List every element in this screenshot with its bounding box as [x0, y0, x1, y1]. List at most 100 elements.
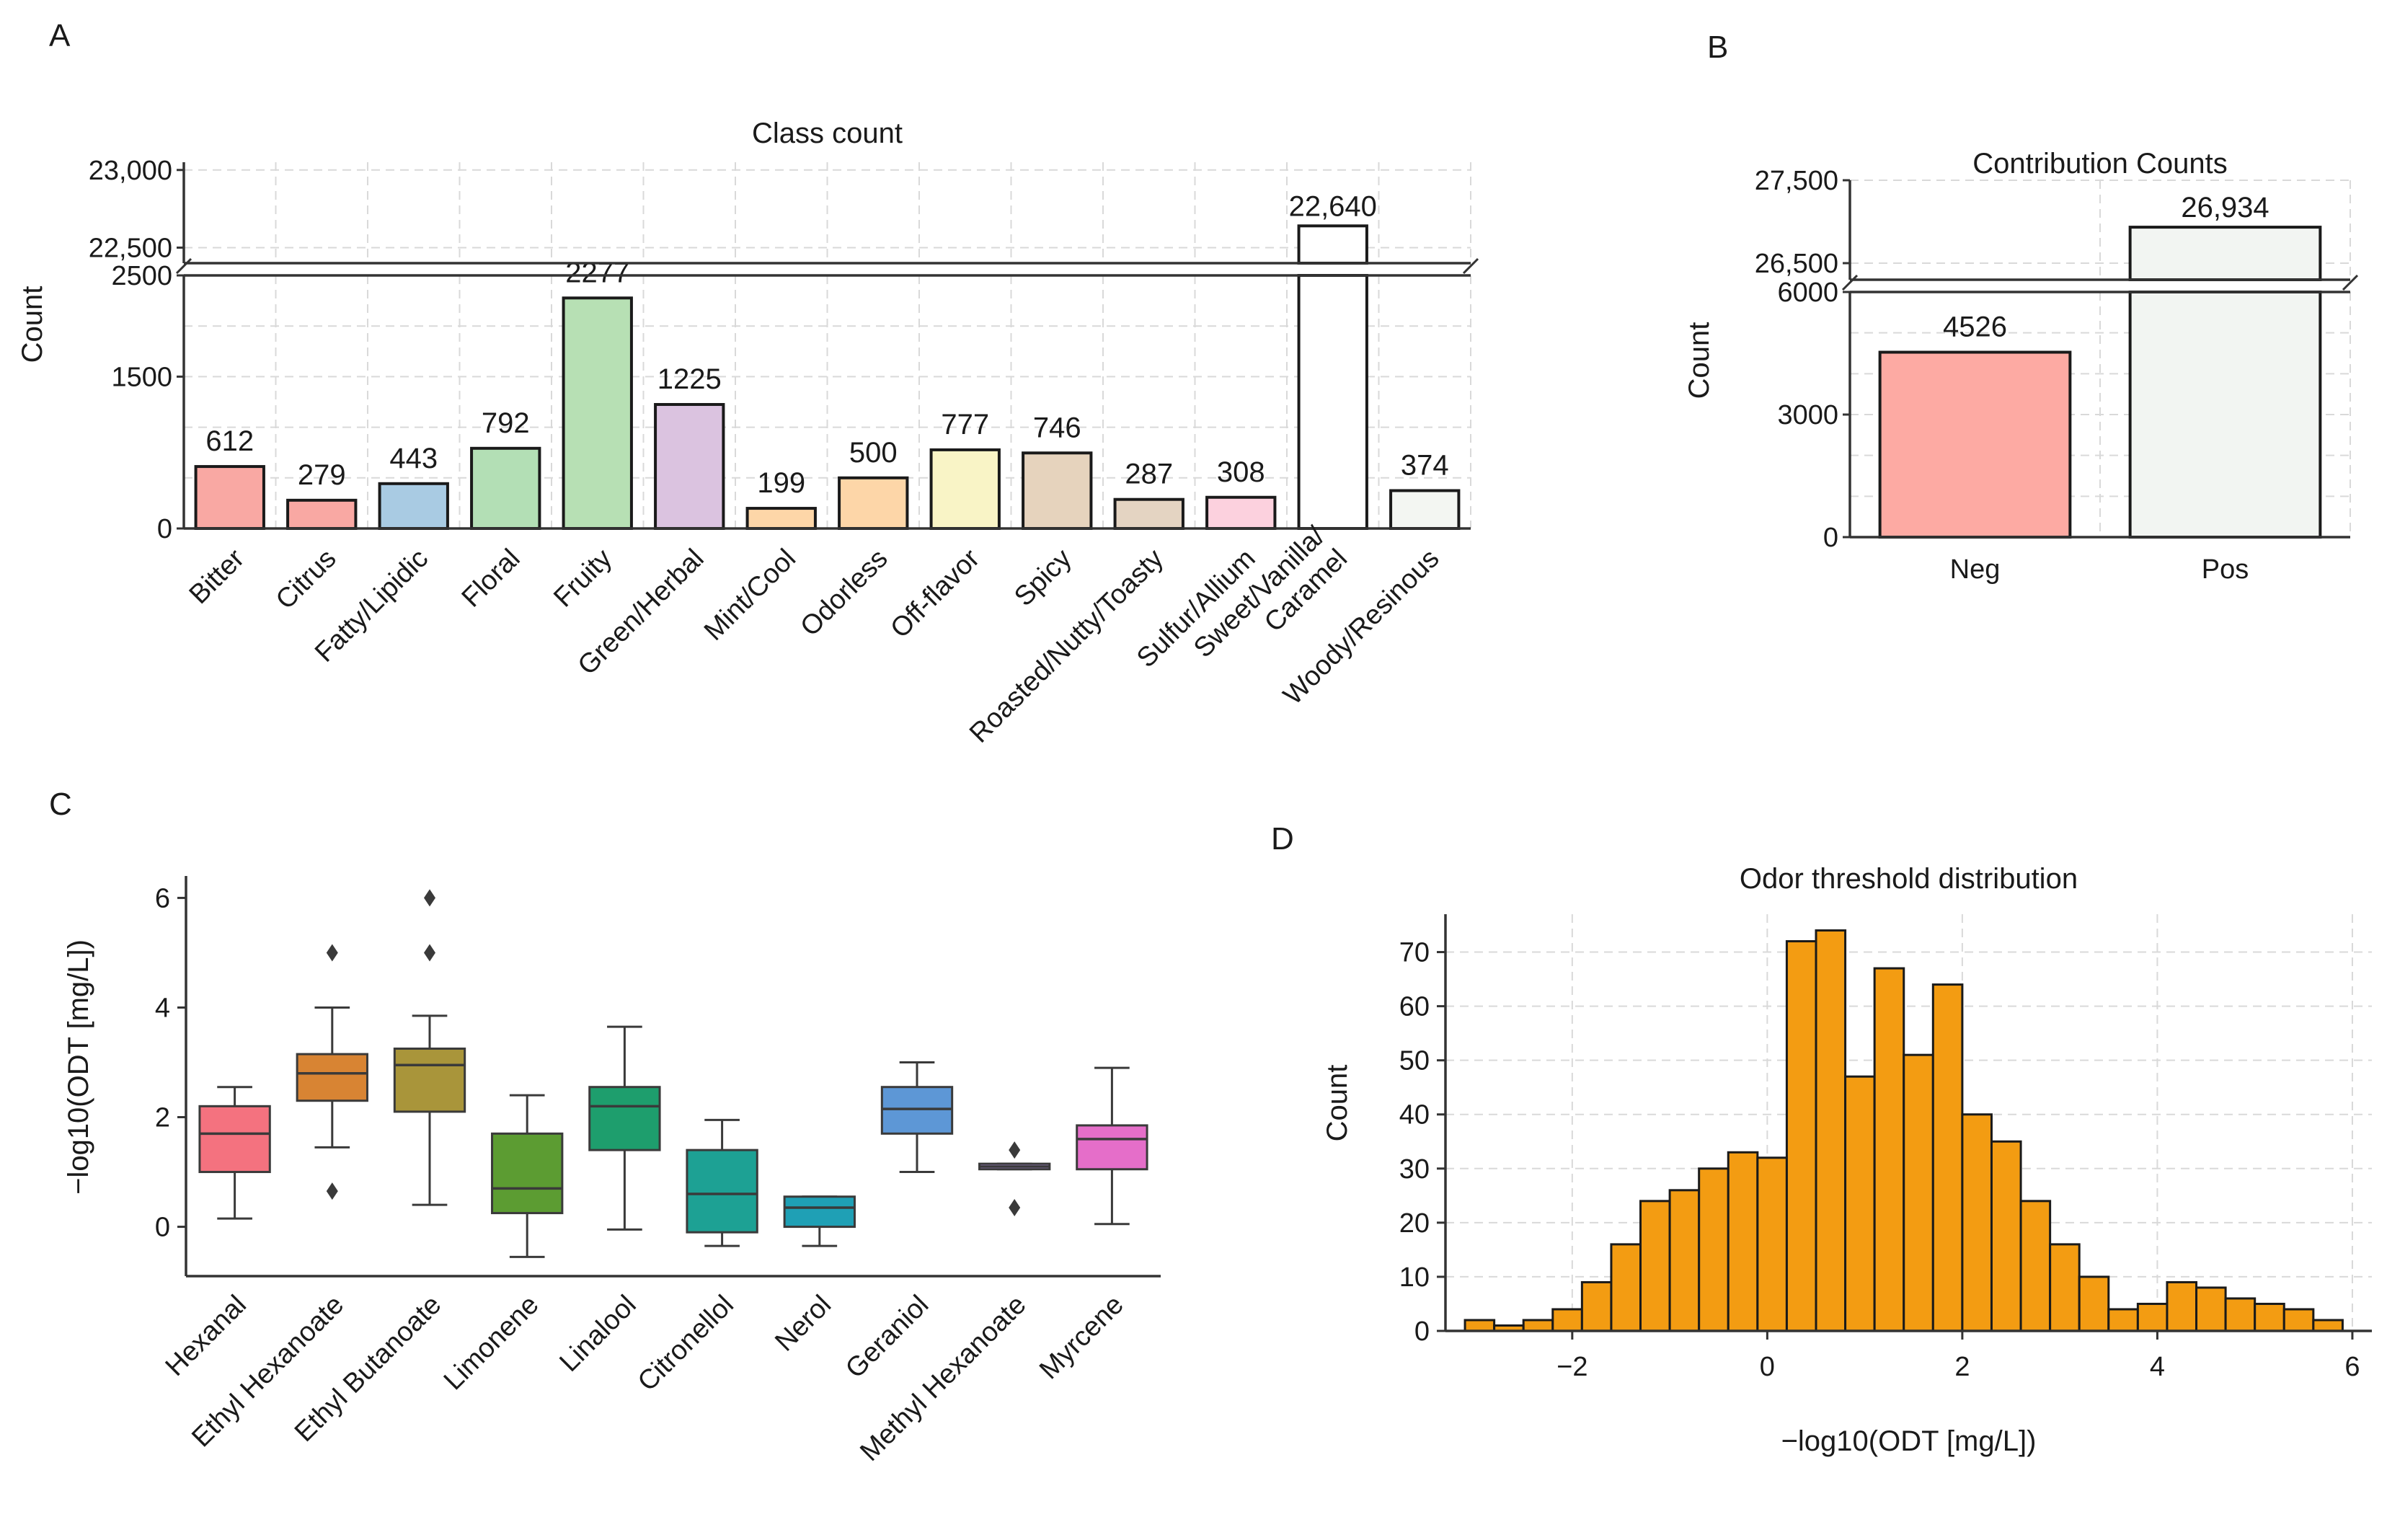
axis-break-mark [1841, 274, 1859, 291]
x-tick-label: Neg [1950, 554, 2001, 585]
bar-pos-upper [2128, 226, 2322, 281]
histogram-bin [1639, 1200, 1671, 1332]
box-citronellol [686, 1118, 758, 1247]
x-tick-label: Methyl Hexanoate [854, 1290, 1032, 1467]
x-tick-label: Bitter [184, 543, 251, 610]
y-tick-label: 0 [1414, 1316, 1430, 1347]
outlier-point [424, 944, 435, 962]
data-label: 777 [941, 409, 989, 441]
panel-letter-d: D [1271, 821, 1294, 857]
bar-floral [470, 446, 541, 531]
axis-break-mark [175, 257, 192, 275]
x-tick-label: Linalool [554, 1290, 642, 1378]
data-label: 26,934 [2181, 192, 2269, 224]
data-label: 279 [298, 459, 346, 491]
data-label: 1225 [657, 363, 722, 395]
panel-letter-b: B [1707, 30, 1728, 65]
histogram-bin [2019, 1200, 2052, 1332]
y-tick-label: 60 [1399, 992, 1430, 1022]
histogram-bin [1698, 1167, 1730, 1332]
y-axis-label: −log10(ODT [mg/L]) [63, 939, 94, 1195]
histogram-bin [1580, 1280, 1613, 1332]
x-tick-label: Citronellol [632, 1290, 740, 1397]
histogram-bin [2254, 1302, 2285, 1332]
bar-woody-resinous [1389, 489, 1461, 531]
panel-a-class-count-chart: Class count 612 279 443 792 2277 1225 199 500 777… [17, 118, 1479, 749]
panel-letter-c: C [49, 787, 72, 822]
histogram-bin [2312, 1319, 2344, 1332]
chart-title: Class count [752, 118, 903, 149]
histogram-bin [1903, 1053, 1934, 1332]
x-tick-label-line: Odorless [794, 544, 893, 642]
bar-sweet-vanilla-caramel-upper [1297, 224, 1368, 265]
data-label: 4526 [1943, 311, 2007, 343]
data-label: 500 [849, 437, 898, 469]
box-nerol [783, 1195, 856, 1247]
box-iqr [491, 1132, 564, 1215]
x-tick-label: Myrcene [1034, 1290, 1130, 1386]
data-label: 746 [1033, 412, 1081, 443]
box-geraniol [880, 1061, 954, 1174]
bar-odorless [838, 476, 909, 530]
x-tick-label-line: Off-flavor [885, 543, 986, 644]
histogram-bin [1815, 929, 1847, 1332]
x-tick-label: 0 [1760, 1352, 1775, 1382]
chart-title: Contribution Counts [1972, 148, 2228, 180]
data-label: 792 [482, 407, 530, 439]
bar-neg [1878, 350, 2072, 539]
x-tick-label: 6 [2344, 1352, 2360, 1382]
x-tick-label: Limonene [438, 1290, 545, 1397]
x-tick-label-line: Spicy [1009, 544, 1077, 612]
histogram-bin [1990, 1140, 2022, 1332]
x-tick-label: 4 [2150, 1352, 2165, 1382]
x-tick-label-line: Floral [456, 544, 526, 614]
data-label: 308 [1217, 456, 1265, 488]
y-tick-label: 0 [155, 1213, 170, 1243]
box-limonene [491, 1094, 564, 1258]
y-tick-label: 2500 [111, 261, 172, 291]
bar-green-herbal [654, 403, 725, 531]
y-tick-label: 26,500 [1755, 249, 1838, 279]
box-iqr [686, 1149, 758, 1234]
y-tick-label: 22,500 [89, 233, 172, 263]
x-tick-label: Geraniol [840, 1290, 934, 1384]
box-iqr [588, 1086, 661, 1151]
outlier-point [326, 944, 338, 962]
x-tick-label: Hexanal [160, 1290, 252, 1382]
y-tick-label: 30 [1399, 1154, 1430, 1185]
bar-sweet-vanilla-caramel-lower [1297, 274, 1368, 530]
histogram-bin [1551, 1308, 1583, 1332]
data-label: 199 [757, 467, 805, 499]
bar-bitter [194, 465, 265, 530]
y-tick-label: 27,500 [1755, 166, 1838, 196]
panel-b-contribution-counts-chart: Contribution Counts 4526 26,934 26,500 27,50… [1683, 148, 2359, 585]
histogram-bin [1931, 983, 1964, 1332]
x-tick-label: Mint/Cool [699, 544, 802, 647]
x-tick-label: Odorless [794, 544, 893, 642]
histogram-bin [1727, 1151, 1759, 1332]
axis-break-mark [1462, 257, 1479, 275]
panel-d-odor-threshold-histogram: Odor threshold distribution0102030405060… [1321, 863, 2372, 1457]
y-tick-label: 10 [1399, 1262, 1430, 1293]
histogram-bin [2195, 1286, 2227, 1332]
x-tick-label: Fruity [548, 544, 618, 614]
outlier-point [424, 889, 435, 907]
bar-fatty-lipidic [378, 482, 449, 530]
bar-off-flavor [929, 448, 1001, 530]
box-iqr [393, 1047, 466, 1113]
histogram-bin [1522, 1319, 1554, 1332]
y-tick-label: 4 [155, 993, 170, 1023]
box-iqr [296, 1053, 368, 1102]
data-label: 22,640 [1289, 190, 1377, 222]
histogram-bin [1756, 1156, 1788, 1332]
x-axis-label: −log10(ODT [mg/L]) [1781, 1425, 2037, 1457]
x-tick-label-line: Fruity [548, 544, 618, 614]
panel-letter-a: A [49, 18, 71, 53]
y-tick-label: 6000 [1777, 278, 1838, 308]
box-ethyl-hexanoate [296, 944, 368, 1200]
y-tick-label: 2 [155, 1103, 170, 1133]
x-tick-label: Floral [456, 544, 526, 614]
box-iqr [880, 1086, 954, 1135]
